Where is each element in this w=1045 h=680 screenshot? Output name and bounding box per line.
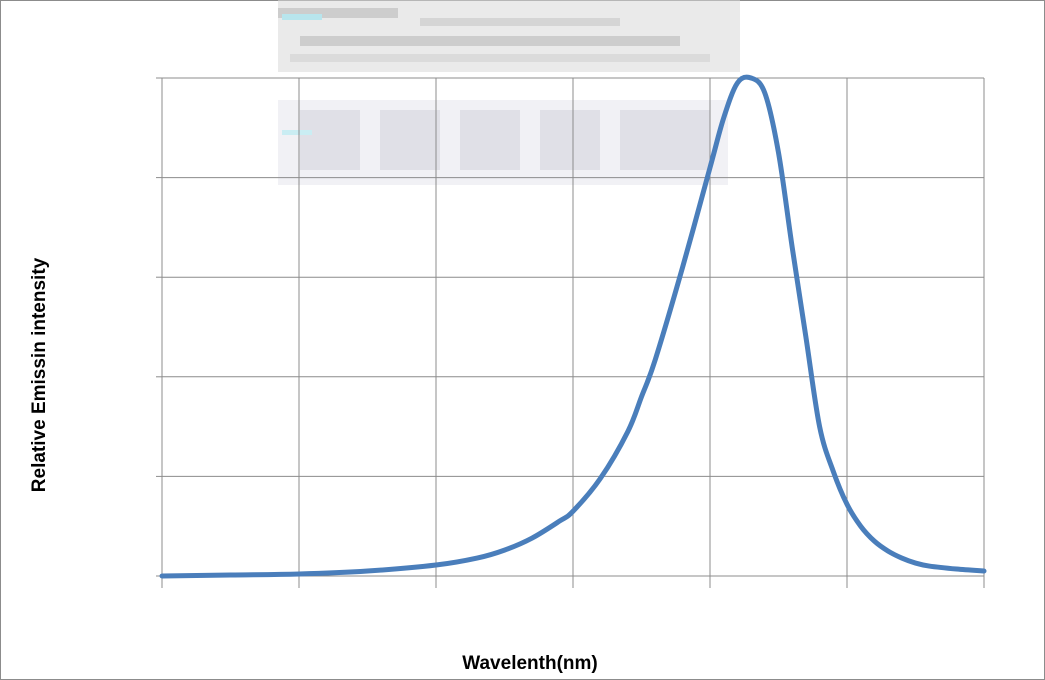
watermark-image (278, 0, 740, 185)
series-layer (159, 74, 987, 579)
x-axis-title: Wavelenth(nm) (462, 653, 597, 674)
y-axis-title: Relative Emissin intensity (29, 257, 50, 492)
tick-marks (156, 77, 985, 588)
emission-spectrum-line (159, 74, 987, 579)
